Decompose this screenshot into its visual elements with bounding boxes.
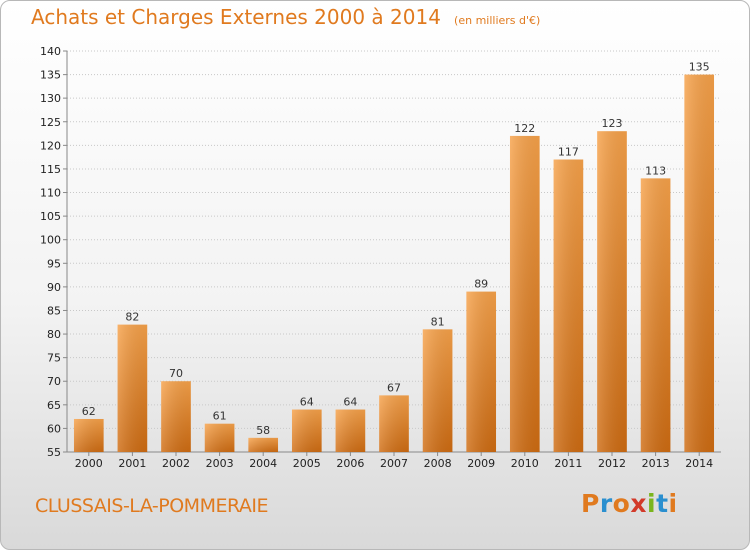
x-tick-label: 2010	[511, 457, 539, 470]
bar-shading	[597, 131, 627, 452]
bar-shading	[466, 291, 497, 452]
y-tick-label: 105	[40, 210, 61, 223]
logo-letter: i	[647, 489, 657, 518]
value-label: 135	[689, 61, 710, 74]
y-tick-label: 110	[40, 187, 61, 200]
value-label: 67	[387, 381, 401, 394]
x-tick-label: 2011	[554, 457, 582, 470]
value-label: 70	[169, 367, 183, 380]
x-tick-label: 2005	[293, 457, 321, 470]
logo-letter: o	[612, 489, 631, 518]
value-label: 64	[343, 396, 357, 409]
value-label: 122	[514, 122, 535, 135]
x-tick-label: 2003	[206, 457, 234, 470]
bar-shading	[161, 381, 191, 452]
y-tick-label: 120	[40, 139, 61, 152]
x-tick-label: 2009	[467, 457, 495, 470]
y-tick-label: 80	[47, 328, 61, 341]
bar-shading	[379, 395, 409, 452]
logo-letter: x	[630, 489, 647, 518]
y-tick-label: 100	[40, 234, 61, 247]
bar-shading	[684, 74, 715, 453]
x-tick-label: 2012	[598, 457, 626, 470]
logo-letter: i	[668, 489, 678, 518]
bar-shading	[509, 135, 540, 452]
bar-shading	[422, 329, 453, 452]
y-tick-label: 65	[47, 399, 61, 412]
y-tick-label: 125	[40, 116, 61, 129]
bar-shading	[640, 178, 671, 452]
y-tick-label: 85	[47, 304, 61, 317]
value-label: 61	[213, 410, 227, 423]
y-tick-label: 90	[47, 281, 61, 294]
x-tick-label: 2006	[336, 457, 364, 470]
y-tick-label: 115	[40, 163, 61, 176]
y-tick-label: 130	[40, 92, 61, 105]
value-label: 64	[300, 396, 314, 409]
labels: 55 60 65 70 75 80 85 90 95 100 105 110 115 120 125 130 1…	[40, 45, 713, 470]
bars	[73, 74, 715, 453]
value-label: 89	[474, 278, 488, 291]
bar-shading	[291, 409, 322, 452]
y-tick-label: 60	[47, 422, 61, 435]
bar-shading	[248, 437, 279, 452]
value-label: 113	[645, 164, 666, 177]
bar-shading	[335, 409, 366, 452]
chart-unit: (en milliers d'€)	[454, 14, 541, 27]
value-label: 58	[256, 424, 270, 437]
y-tick-label: 55	[47, 446, 61, 459]
x-tick-label: 2008	[424, 457, 452, 470]
x-tick-label: 2002	[162, 457, 190, 470]
value-label: 123	[602, 117, 623, 130]
y-tick-label: 140	[40, 45, 61, 58]
bar-shading	[73, 418, 104, 452]
x-tick-label: 2013	[642, 457, 670, 470]
bar-shading	[553, 159, 584, 452]
logo-letter: r	[599, 489, 613, 518]
x-tick-label: 2007	[380, 457, 408, 470]
x-tick-label: 2014	[685, 457, 713, 470]
value-label: 81	[431, 315, 445, 328]
value-label: 117	[558, 146, 579, 159]
x-tick-label: 2004	[249, 457, 277, 470]
bar-shading	[204, 423, 235, 452]
commune-name: CLUSSAIS-LA-POMMERAIE	[35, 495, 269, 517]
logo-letter: t	[656, 489, 669, 518]
value-label: 82	[125, 311, 139, 324]
x-tick-label: 2000	[75, 457, 103, 470]
y-tick-label: 70	[47, 375, 61, 388]
proxiti-logo: Proxiti	[581, 489, 678, 518]
y-tick-label: 135	[40, 69, 61, 82]
value-label: 62	[82, 405, 96, 418]
logo-letter: P	[581, 489, 600, 518]
x-tick-label: 2001	[118, 457, 146, 470]
bar-shading	[117, 324, 148, 452]
y-tick-label: 75	[47, 352, 61, 365]
y-tick-label: 95	[47, 257, 61, 270]
chart-title: Achats et Charges Externes 2000 à 2014 (…	[31, 5, 540, 29]
chart-title-main: Achats et Charges Externes 2000 à 2014	[31, 5, 441, 29]
